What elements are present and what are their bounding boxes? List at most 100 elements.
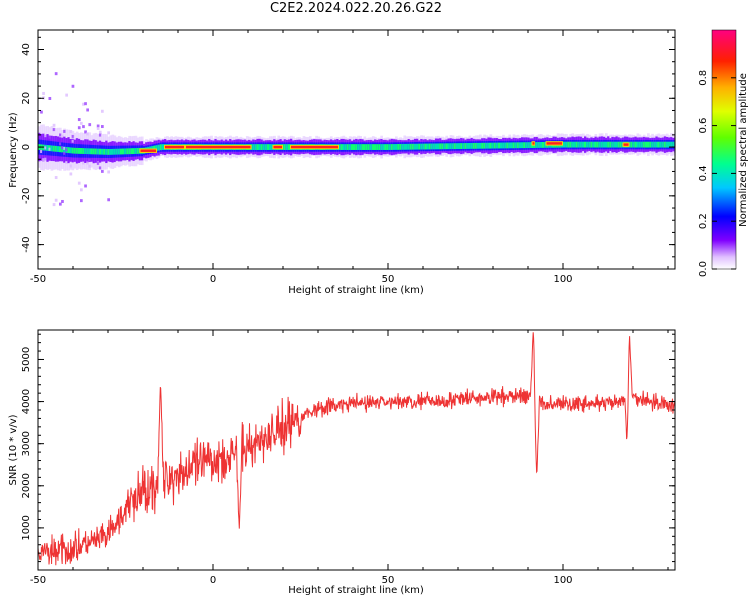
heatmap-core xyxy=(132,148,136,155)
heatmap-core xyxy=(468,143,472,149)
heatmap-core xyxy=(579,141,583,148)
bottom-x-tick-label: 0 xyxy=(210,575,216,586)
heatmap-core xyxy=(86,148,89,155)
heatmap-core xyxy=(90,148,94,155)
heatmap-peak xyxy=(546,142,562,145)
heatmap-core xyxy=(61,146,64,153)
heatmap-core xyxy=(441,143,444,150)
colorbar-tick-label: 0.8 xyxy=(698,70,709,86)
colorbar-tick-label: 0.6 xyxy=(698,118,709,134)
heatmap-noise xyxy=(107,131,110,135)
heatmap-noise xyxy=(84,184,87,188)
heatmap-core xyxy=(672,141,675,148)
heatmap-core xyxy=(124,148,127,155)
heatmap-core xyxy=(353,144,356,150)
heatmap-core xyxy=(388,144,392,150)
heatmap-core xyxy=(384,144,388,150)
heatmap-core xyxy=(159,144,163,151)
heatmap-core xyxy=(382,144,386,150)
bottom-y-tick-label: 2000 xyxy=(21,473,32,498)
heatmap-core xyxy=(256,144,260,150)
heatmap-core xyxy=(464,143,467,149)
heatmap-noise xyxy=(98,130,102,134)
heatmap-core xyxy=(596,141,600,148)
spectrogram-heatmap xyxy=(38,72,675,207)
heatmap-core xyxy=(428,143,432,150)
heatmap-core xyxy=(670,141,673,148)
heatmap-noise xyxy=(71,139,75,143)
heatmap-noise xyxy=(52,203,56,207)
heatmap-core xyxy=(521,142,524,149)
heatmap-noise xyxy=(86,161,89,165)
top-x-tick-label: 50 xyxy=(382,274,395,285)
heatmap-core xyxy=(600,141,604,148)
heatmap-core xyxy=(395,144,398,150)
bottom-x-tick-label: -50 xyxy=(30,575,46,586)
heatmap-core xyxy=(401,143,404,150)
heatmap-core xyxy=(575,141,579,148)
colorbar xyxy=(712,30,736,269)
heatmap-noise xyxy=(61,134,64,138)
heatmap-core xyxy=(371,144,375,150)
heatmap-core xyxy=(474,142,478,149)
colorbar-gradient xyxy=(712,30,736,269)
heatmap-core xyxy=(130,148,134,155)
heatmap-noise xyxy=(86,108,89,112)
colorbar-tick-label: 0.4 xyxy=(698,165,709,181)
heatmap-core xyxy=(649,141,652,148)
heatmap-core xyxy=(363,144,367,150)
heatmap-core xyxy=(254,144,257,150)
heatmap-core xyxy=(613,141,617,148)
heatmap-noise xyxy=(82,102,85,106)
heatmap-core xyxy=(573,141,577,148)
heatmap-core xyxy=(617,141,621,148)
heatmap-core xyxy=(581,141,585,148)
heatmap-noise xyxy=(88,158,92,162)
heatmap-core xyxy=(483,142,486,149)
heatmap-core xyxy=(403,143,407,150)
heatmap-core xyxy=(542,141,545,148)
heatmap-noise xyxy=(63,146,66,150)
top-y-tick-label: -20 xyxy=(21,188,32,204)
heatmap-noise xyxy=(69,172,73,176)
heatmap-core xyxy=(527,142,530,149)
heatmap-core xyxy=(565,141,568,148)
heatmap-noise xyxy=(101,169,104,173)
heatmap-noise xyxy=(82,161,85,165)
heatmap-core xyxy=(460,143,463,149)
heatmap-core xyxy=(84,148,87,155)
heatmap-core xyxy=(157,144,161,151)
heatmap-core xyxy=(88,148,92,155)
heatmap-core xyxy=(611,141,614,148)
heatmap-core xyxy=(453,143,457,150)
heatmap-core xyxy=(651,141,654,148)
heatmap-core xyxy=(607,141,610,148)
heatmap-noise xyxy=(59,133,62,137)
heatmap-core xyxy=(252,144,255,150)
heatmap-core xyxy=(665,141,669,148)
heatmap-core xyxy=(355,144,358,150)
heatmap-peak xyxy=(291,145,338,149)
heatmap-core xyxy=(94,148,98,155)
heatmap-core xyxy=(101,148,104,155)
bottom-y-tick-label: 3000 xyxy=(21,431,32,456)
heatmap-noise xyxy=(44,146,47,150)
heatmap-peak xyxy=(140,149,156,152)
heatmap-core xyxy=(420,143,423,150)
heatmap-core xyxy=(426,143,430,150)
heatmap-core xyxy=(82,148,85,154)
heatmap-core xyxy=(508,142,512,149)
heatmap-peak xyxy=(273,145,282,149)
heatmap-core xyxy=(661,141,665,148)
bottom-plot-frame xyxy=(37,329,676,571)
heatmap-core xyxy=(69,147,73,154)
heatmap-core xyxy=(458,143,461,150)
heatmap-noise xyxy=(107,198,110,202)
heatmap-core xyxy=(449,143,453,150)
heatmap-core xyxy=(439,143,442,150)
heatmap-noise xyxy=(107,170,110,174)
heatmap-core xyxy=(59,146,62,153)
heatmap-core xyxy=(495,142,499,149)
heatmap-core xyxy=(67,147,71,154)
